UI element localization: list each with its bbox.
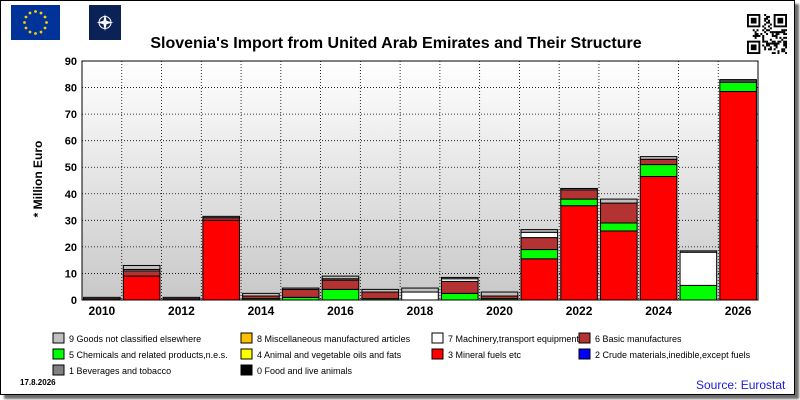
legend-label: 9 Goods not classified elsewhere <box>69 334 201 344</box>
y-axis-label: * Million Euro <box>31 141 45 218</box>
legend-label: 2 Crude materials,inedible,except fuels <box>595 350 751 360</box>
bar-segment <box>520 249 559 260</box>
bar-segment <box>321 279 360 290</box>
legend-label: 5 Chemicals and related products,n.e.s. <box>69 350 228 360</box>
bar-segment <box>480 291 519 297</box>
bar-segment <box>440 292 479 301</box>
bar-segment <box>520 237 559 251</box>
bar-segment <box>281 288 320 298</box>
bar-segment <box>560 187 598 191</box>
bar-segment <box>639 158 678 166</box>
y-tick-label: 40 <box>65 189 77 201</box>
bar-segment <box>600 198 638 204</box>
y-tick-label: 20 <box>65 242 77 254</box>
bar-segment <box>202 219 240 301</box>
bar-segment <box>440 276 479 280</box>
y-tick-label: 80 <box>65 83 77 95</box>
legend-label: 1 Beverages and tobacco <box>69 366 171 376</box>
bar-segment <box>520 231 559 239</box>
bar-segment <box>719 91 757 301</box>
legend-swatch <box>240 332 253 344</box>
bar-segment <box>639 156 678 160</box>
bar-segment <box>321 275 360 280</box>
legend-label: 7 Machinery,transport equipment <box>448 334 579 344</box>
bar-segment <box>600 230 638 301</box>
bar-segment <box>679 284 718 301</box>
legend-label: 0 Food and live animals <box>257 366 353 376</box>
eu-flag-icon <box>11 5 60 40</box>
bar-segment <box>719 81 757 93</box>
qr-code-icon <box>747 14 787 54</box>
legend-swatch <box>52 332 65 344</box>
bar-segment <box>560 198 598 207</box>
legend-label: 3 Mineral fuels etc <box>448 350 522 360</box>
nato-flag-icon <box>89 5 121 40</box>
x-tick-label: 2020 <box>486 304 513 318</box>
bar-segment <box>520 229 559 233</box>
x-tick-label: 2012 <box>168 304 195 318</box>
plot-border <box>81 60 759 301</box>
bar-segment <box>122 264 161 270</box>
y-tick-label: 30 <box>65 215 77 227</box>
bar-segment <box>202 215 240 219</box>
chart-title: Slovenia's Import from United Arab Emira… <box>150 35 641 52</box>
x-tick-label: 2022 <box>566 304 593 318</box>
bar-segment <box>162 296 201 300</box>
bar-segment <box>679 250 718 253</box>
bar-segment <box>122 270 161 277</box>
date-stamp: 17.8.2026 <box>20 378 56 387</box>
bar-segment <box>639 164 678 178</box>
legend-swatch <box>578 348 591 360</box>
bar-segment <box>361 291 400 300</box>
x-tick-label: 2024 <box>645 304 672 318</box>
bar-segment <box>600 222 638 232</box>
legend-swatch <box>578 332 591 344</box>
bar-segment <box>242 292 280 297</box>
legend-swatch <box>240 348 253 360</box>
legend-label: 4 Animal and vegetable oils and fats <box>257 350 402 360</box>
x-tick-label: 2010 <box>89 304 116 318</box>
bar-segment <box>560 205 598 301</box>
y-tick-label: 70 <box>65 109 77 121</box>
bar-segment <box>600 202 638 224</box>
bar-segment <box>281 287 320 290</box>
y-tick-label: 60 <box>65 136 77 148</box>
legend-swatch <box>52 364 65 376</box>
x-tick-label: 2018 <box>407 304 434 318</box>
legend-swatch <box>431 348 444 360</box>
y-tick-label: 50 <box>65 162 77 174</box>
source-label: Source: Eurostat <box>696 378 786 392</box>
bar-segment <box>83 296 121 300</box>
bar-segment <box>401 287 439 293</box>
bar-segment <box>679 251 718 286</box>
legend-label: 6 Basic manufactures <box>595 334 682 344</box>
legend-swatch <box>240 364 253 376</box>
bar-segment <box>719 79 757 82</box>
bar-segment <box>520 258 559 301</box>
bar-segment <box>639 176 678 301</box>
legend-label: 8 Miscellaneous manufactured articles <box>257 334 411 344</box>
x-tick-label: 2026 <box>725 304 752 318</box>
bar-segment <box>361 288 400 293</box>
legend-swatch <box>52 348 65 360</box>
y-tick-label: 10 <box>65 268 77 280</box>
bar-segment <box>560 189 598 200</box>
chart-area: Slovenia's Import from United Arab Emira… <box>31 35 759 376</box>
bar-segment <box>321 288 360 301</box>
y-tick-label: 90 <box>65 56 77 68</box>
x-tick-label: 2016 <box>327 304 354 318</box>
bar-segment <box>440 280 479 294</box>
x-tick-label: 2014 <box>248 304 275 318</box>
legend-swatch <box>431 332 444 344</box>
bar-segment <box>401 291 439 301</box>
bar-segment <box>122 275 161 301</box>
y-tick-label: 0 <box>71 295 77 307</box>
